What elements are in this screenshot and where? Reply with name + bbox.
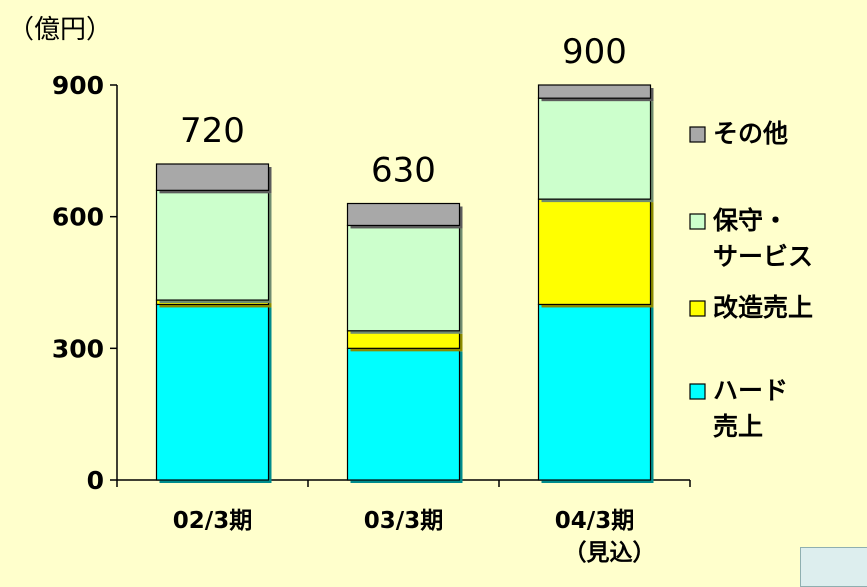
bar-segment bbox=[346, 224, 461, 332]
bar-segment bbox=[537, 198, 652, 306]
bar-segment bbox=[155, 189, 270, 301]
bar-segment bbox=[155, 163, 270, 191]
x-category-label: 02/3期 bbox=[173, 508, 252, 534]
legend-label: 売上 bbox=[713, 412, 763, 441]
unit-label: （億円） bbox=[8, 15, 112, 45]
x-category-label: 04/3期 bbox=[555, 508, 634, 534]
legend-swatch bbox=[689, 213, 706, 230]
legend-label: 改造売上 bbox=[713, 293, 813, 322]
x-category-label: 03/3期 bbox=[364, 508, 443, 534]
y-tick-label: 900 bbox=[52, 71, 104, 100]
y-tick-label: 600 bbox=[52, 203, 104, 232]
y-tick-label: 0 bbox=[87, 466, 104, 495]
bar-segment bbox=[346, 347, 461, 481]
bar-total-label: 720 bbox=[180, 111, 245, 151]
legend-label: その他 bbox=[713, 119, 788, 148]
x-category-sublabel: （見込） bbox=[564, 539, 656, 566]
bar-segment bbox=[155, 303, 270, 481]
bar-segment bbox=[537, 84, 652, 99]
bar-segment bbox=[537, 303, 652, 481]
bar-total-label: 900 bbox=[562, 32, 627, 72]
legend-label: ハード bbox=[713, 376, 788, 405]
bar-total-label: 630 bbox=[371, 151, 436, 191]
bar-segment bbox=[346, 202, 461, 227]
y-tick-label: 300 bbox=[52, 334, 104, 363]
legend-swatch bbox=[689, 383, 706, 400]
legend-label: 保守・ bbox=[712, 206, 788, 235]
bar-segment bbox=[537, 97, 652, 200]
legend-swatch bbox=[689, 300, 706, 317]
bar-shadow bbox=[159, 303, 272, 308]
corner-box bbox=[800, 547, 867, 587]
legend-label: サービス bbox=[713, 242, 813, 271]
legend-swatch bbox=[689, 126, 706, 143]
